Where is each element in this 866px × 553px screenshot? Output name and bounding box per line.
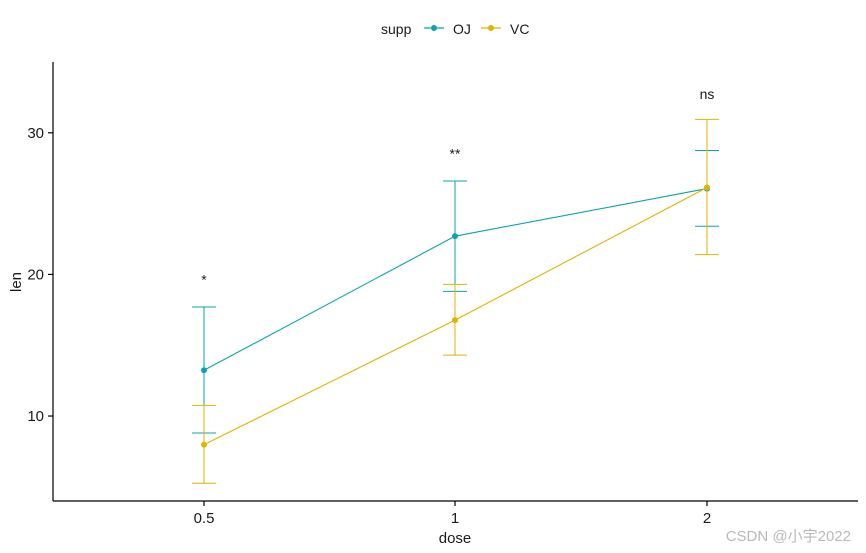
- data-point-vc: [704, 184, 710, 191]
- x-tick-label: 2: [703, 510, 711, 527]
- legend-key-point-vc: [488, 25, 494, 31]
- legend: supp OJ VC: [381, 21, 529, 37]
- x-tick-label: 1: [451, 510, 459, 527]
- legend-title: supp: [381, 21, 412, 37]
- watermark: CSDN @小宇2022: [726, 528, 851, 545]
- y-axis-title: len: [8, 272, 25, 292]
- data-point-oj: [452, 233, 458, 240]
- data-point-vc: [201, 441, 207, 448]
- data-point-vc: [452, 317, 458, 324]
- legend-key-point-oj: [431, 25, 437, 31]
- legend-label-vc: VC: [510, 21, 529, 37]
- y-tick-label: 20: [27, 266, 44, 283]
- x-axis-title: dose: [439, 530, 472, 547]
- data-point-oj: [201, 367, 207, 374]
- significance-label: *: [201, 271, 207, 287]
- y-tick-label: 10: [27, 408, 44, 425]
- legend-label-oj: OJ: [453, 21, 471, 37]
- significance-label: **: [450, 145, 461, 161]
- x-tick-label: 0.5: [194, 510, 215, 527]
- y-tick-label: 30: [27, 125, 44, 142]
- significance-label: ns: [700, 86, 715, 102]
